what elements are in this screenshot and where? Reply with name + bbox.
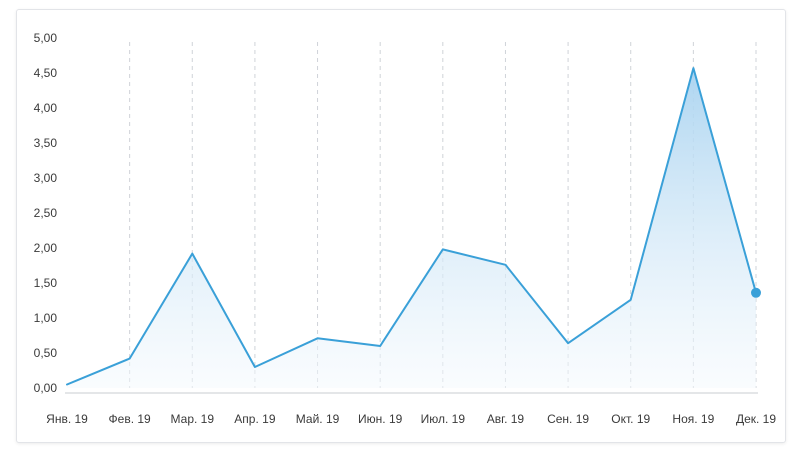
x-tick-label: Сен. 19 [547,412,589,426]
x-tick-label: Май. 19 [296,412,340,426]
y-tick-label: 0,50 [34,346,58,360]
y-tick-label: 5,00 [34,31,58,45]
y-tick-label: 4,00 [34,101,58,115]
x-tick-label: Апр. 19 [234,412,276,426]
y-tick-label: 1,00 [34,311,58,325]
highlighted-data-point[interactable] [751,287,761,298]
data-point[interactable] [690,65,696,71]
x-tick-label: Ноя. 19 [672,412,714,426]
x-tick-label: Фев. 19 [109,412,152,426]
y-tick-label: 3,00 [34,171,58,185]
data-point[interactable] [565,340,571,346]
data-point[interactable] [127,356,133,362]
y-tick-label: 0,00 [34,381,58,395]
x-tick-label: Янв. 19 [46,412,88,426]
data-point[interactable] [315,335,321,341]
x-tick-label: Мар. 19 [171,412,215,426]
data-point[interactable] [252,364,258,370]
data-point[interactable] [64,382,70,388]
y-tick-label: 1,50 [34,276,58,290]
y-tick-label: 3,50 [34,136,58,150]
x-tick-label: Июл. 19 [421,412,466,426]
data-point[interactable] [440,246,446,252]
data-point[interactable] [502,262,508,268]
series-line-path [66,67,757,386]
x-tick-label: Июн. 19 [358,412,403,426]
y-tick-labels: 0,00 0,50 1,00 1,50 2,00 2,50 3,00 3,50 4,00 4,50… [34,31,58,395]
area-fill [67,68,756,388]
x-tick-label: Окт. 19 [611,412,650,426]
data-point[interactable] [189,251,195,257]
y-tick-label: 2,00 [34,241,58,255]
series-line [66,67,757,386]
x-tick-label: Авг. 19 [487,412,525,426]
y-tick-label: 4,50 [34,66,58,80]
y-tick-label: 2,50 [34,206,58,220]
series-area [67,68,756,388]
point-markers [64,65,761,388]
data-point[interactable] [377,343,383,349]
x-tick-labels: Янв. 19 Фев. 19 Мар. 19 Апр. 19 Май. 19 Июн. … [46,412,776,426]
data-point[interactable] [628,297,634,303]
x-tick-label: Дек. 19 [736,412,776,426]
